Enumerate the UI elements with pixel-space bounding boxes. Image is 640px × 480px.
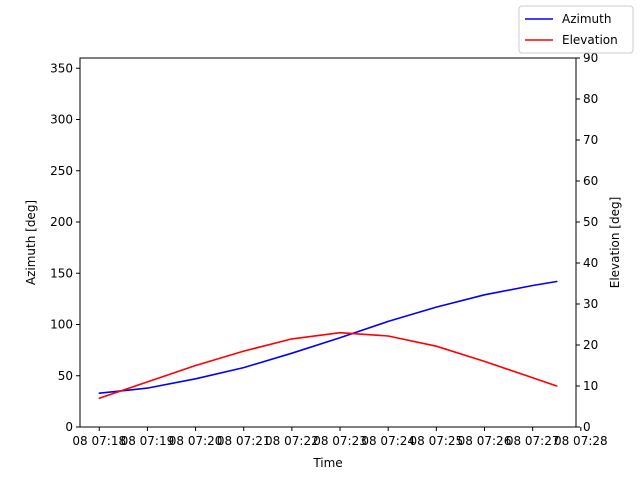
x-tick-label: 08 07:20: [169, 434, 223, 448]
y-right-tick-label: 0: [583, 420, 591, 434]
x-tick-label: 08 07:27: [506, 434, 560, 448]
legend-entry-elevation: Elevation: [562, 33, 618, 47]
y-right-tick-label: 20: [583, 338, 598, 352]
x-axis-label: Time: [312, 456, 342, 470]
series-layer: [98, 280, 558, 400]
y-left-tick-label: 100: [50, 318, 73, 332]
x-tick-label: 08 07:19: [121, 434, 175, 448]
y-left-tick-label: 200: [50, 215, 73, 229]
y-left-tick-label: 0: [65, 420, 73, 434]
y-right-tick-label: 80: [583, 92, 598, 106]
series-line-elevation: [98, 331, 558, 400]
y-left-tick-label: 150: [50, 266, 73, 280]
x-tick-label: 08 07:26: [458, 434, 512, 448]
x-tick-label: 08 07:28: [554, 434, 608, 448]
y-axis-right-label: Elevation [deg]: [608, 197, 622, 289]
y-right-tick-label: 40: [583, 256, 598, 270]
legend: Azimuth Elevation: [518, 5, 634, 54]
x-tick-label: 08 07:21: [217, 434, 271, 448]
x-tick-label: 08 07:23: [313, 434, 367, 448]
y-axis-left-label: Azimuth [deg]: [24, 200, 38, 285]
x-tick-label: 08 07:18: [72, 434, 126, 448]
y-right-tick-label: 70: [583, 133, 598, 147]
x-tick-label: 08 07:25: [410, 434, 464, 448]
y-left-tick-label: 300: [50, 113, 73, 127]
x-tick-label: 08 07:24: [361, 434, 415, 448]
y-axis-left: 0 50 100 150 200 250 300 350: [50, 61, 80, 434]
plot-frame: [79, 57, 577, 428]
y-left-tick-label: 250: [50, 164, 73, 178]
y-right-tick-label: 10: [583, 379, 598, 393]
y-right-tick-label: 60: [583, 174, 598, 188]
y-left-tick-label: 350: [50, 61, 73, 75]
y-left-tick-label: 50: [58, 369, 73, 383]
y-axis-right: 0 10 20 30 40 50 60 70 80 90: [576, 51, 598, 434]
x-tick-label: 08 07:22: [265, 434, 319, 448]
y-right-tick-label: 90: [583, 51, 598, 65]
y-right-tick-label: 50: [583, 215, 598, 229]
y-right-tick-label: 30: [583, 297, 598, 311]
legend-entry-azimuth: Azimuth: [562, 12, 611, 26]
legend-box: [518, 5, 634, 54]
series-line-azimuth: [98, 280, 558, 395]
